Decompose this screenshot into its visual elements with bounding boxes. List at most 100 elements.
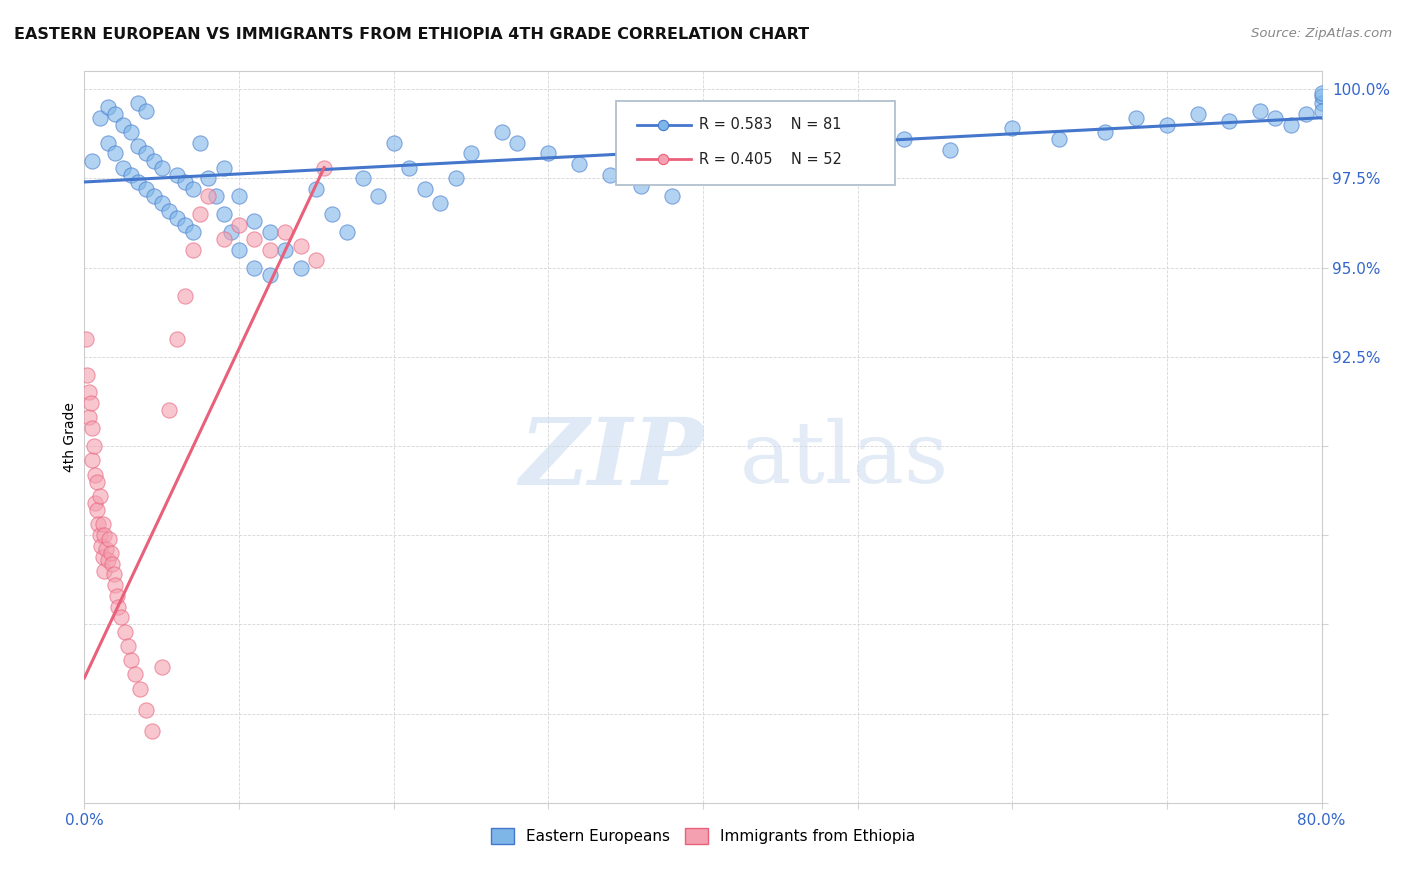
Point [86,475,108,489]
Point [159,403,180,417]
Text: atlas: atlas [740,417,949,500]
Point [939,143,962,157]
Point [107,599,129,614]
Point [135,146,157,161]
Point [797,343,820,357]
Point [1310,96,1333,111]
Point [150,196,173,211]
Point [104,146,127,161]
Point [197,189,219,203]
Point [769,136,792,150]
Point [79,396,101,410]
Point [120,653,142,667]
Point [243,260,266,275]
Point [103,567,125,582]
Point [104,107,127,121]
Point [91,517,114,532]
Point [96,100,118,114]
Text: ZIP: ZIP [519,414,703,504]
Point [77,385,100,400]
Point [305,253,328,268]
Point [89,111,111,125]
Point [174,175,197,189]
Point [98,532,121,546]
Point [1310,103,1333,118]
Point [243,214,266,228]
Point [105,589,128,603]
Point [1125,111,1147,125]
Point [120,168,142,182]
Point [114,624,136,639]
Point [305,182,328,196]
Point [205,189,228,203]
Point [150,161,173,175]
Point [112,161,135,175]
Point [460,146,482,161]
Point [661,189,683,203]
Point [352,171,374,186]
Point [599,168,621,182]
Point [219,225,242,239]
Point [135,182,157,196]
Point [336,225,359,239]
Point [100,546,122,560]
Point [413,182,436,196]
Point [1310,89,1333,103]
Legend: Eastern Europeans, Immigrants from Ethiopia: Eastern Europeans, Immigrants from Ethio… [485,822,921,850]
Point [82,421,104,435]
Text: Source: ZipAtlas.com: Source: ZipAtlas.com [1251,27,1392,40]
Point [274,225,297,239]
Point [94,542,117,557]
Point [87,517,110,532]
Point [75,332,97,346]
Point [129,681,152,696]
Point [491,125,513,139]
Point [127,139,149,153]
Point [96,553,118,567]
Point [141,724,163,739]
Point [1279,118,1302,132]
Point [174,218,197,232]
Text: R = 0.583    N = 81: R = 0.583 N = 81 [699,117,842,132]
Point [76,368,98,382]
Point [797,510,820,524]
Point [124,667,146,681]
Point [127,96,149,111]
Point [723,164,745,178]
Point [89,489,111,503]
Point [846,157,869,171]
FancyBboxPatch shape [616,101,894,185]
Point [429,196,451,211]
Point [188,207,211,221]
Point [243,232,266,246]
Point [86,503,108,517]
Point [212,161,235,175]
Point [382,136,405,150]
Point [174,289,197,303]
Point [143,153,166,168]
Point [228,243,250,257]
Point [159,203,180,218]
Point [367,189,389,203]
Point [1310,86,1333,100]
Point [84,467,107,482]
Point [117,639,139,653]
Point [120,125,142,139]
Point [112,118,135,132]
Point [1094,125,1116,139]
Point [127,175,149,189]
Point [212,232,235,246]
Point [181,243,204,257]
Point [84,496,107,510]
Point [135,103,157,118]
Point [228,218,250,232]
Point [444,171,467,186]
Point [90,539,112,553]
Point [259,225,281,239]
Point [1249,103,1271,118]
Point [181,182,204,196]
Point [143,189,166,203]
Point [398,161,420,175]
Point [150,660,173,674]
Point [166,211,188,225]
